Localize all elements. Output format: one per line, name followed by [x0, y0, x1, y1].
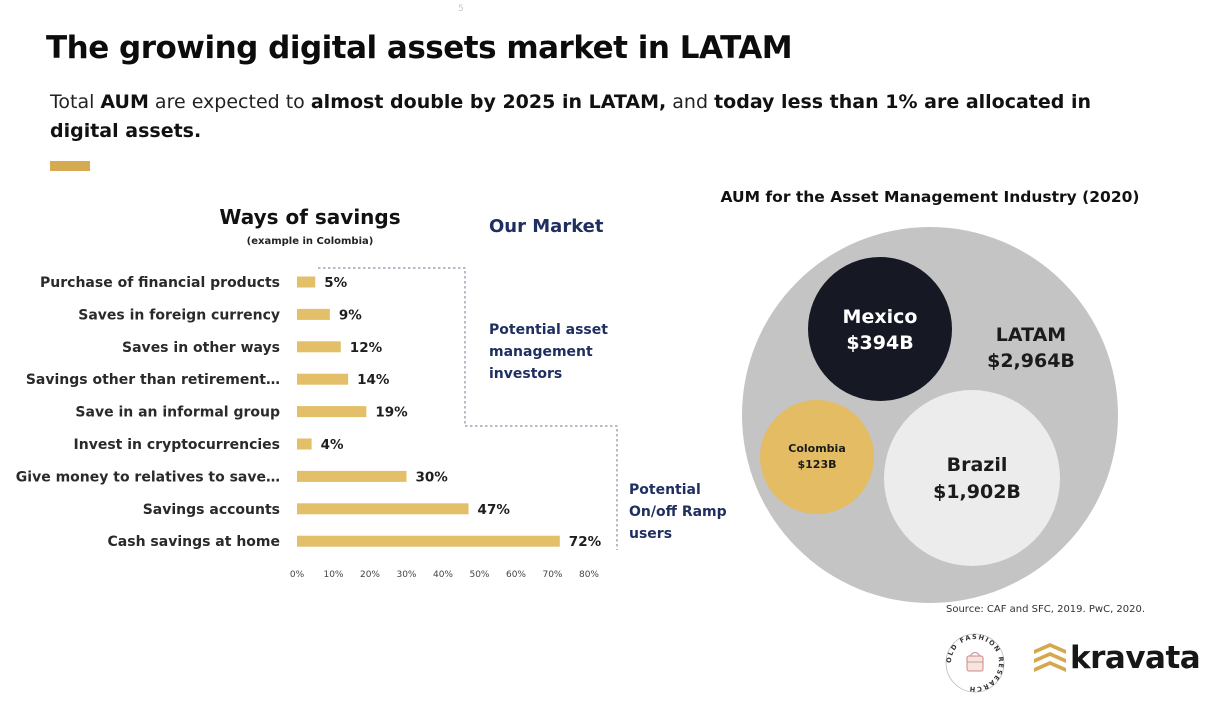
colombia-value: $123B [798, 458, 837, 471]
potential-onoff-ramp-label: Potential On/off Ramp users [629, 482, 727, 542]
x-tick-label: 70% [542, 570, 562, 580]
value-label: 12% [350, 340, 383, 356]
market-boundary-line [318, 267, 618, 550]
x-tick-label: 50% [469, 570, 489, 580]
kravata-logo-icon [1034, 643, 1066, 672]
bar-5 [297, 438, 312, 450]
latam-value: $2,964B [987, 350, 1075, 372]
accent-bar [50, 161, 90, 171]
value-label: 14% [357, 372, 390, 388]
category-label: Saves in other ways [122, 340, 280, 356]
category-label: Savings other than retirement… [26, 372, 280, 388]
category-label: Cash savings at home [108, 534, 280, 550]
x-tick-label: 30% [396, 570, 416, 580]
aum-bubble-chart: LATAM $2,964B Mexico $394B Brazil $1,902… [742, 227, 1118, 603]
value-label: 9% [339, 307, 362, 323]
bar-8 [297, 535, 560, 547]
x-tick-label: 10% [323, 570, 343, 580]
latam-name: LATAM [996, 324, 1066, 346]
colombia-bubble [760, 400, 874, 514]
potential-asset-management-label: Potential asset management investors [489, 322, 608, 382]
subtitle-text-1: Total [50, 91, 101, 113]
subtitle-bold-allocated: today less than 1% are allocated in digi… [50, 91, 1092, 142]
bubble-chart-title: AUM for the Asset Management Industry (2… [720, 188, 1140, 206]
bar-2 [297, 341, 341, 353]
category-label: Give money to relatives to save… [16, 469, 280, 485]
mexico-bubble [808, 257, 952, 401]
value-label: 19% [375, 405, 408, 421]
bar-3 [297, 373, 349, 385]
subtitle-text-3: and [666, 91, 715, 113]
value-label: 5% [324, 275, 347, 291]
category-label: Invest in cryptocurrencies [74, 437, 280, 453]
brazil-name: Brazil [947, 454, 1008, 476]
category-label: Savings accounts [143, 502, 280, 518]
bar-chart-title: Ways of savings [219, 205, 401, 229]
old-fashion-research-logo: OLD FASHION RESEARCH [945, 633, 1005, 693]
x-tick-label: 20% [360, 570, 380, 580]
subtitle-text-2: are expected to [148, 91, 311, 113]
x-tick-label: 40% [433, 570, 453, 580]
category-label: Save in an informal group [75, 405, 280, 421]
brazil-bubble [884, 390, 1060, 566]
our-market-label: Our Market [489, 216, 604, 237]
brazil-value: $1,902B [933, 481, 1021, 503]
page-number: 5 [458, 4, 464, 14]
subtitle-bold-double: almost double by 2025 in LATAM, [310, 91, 667, 113]
bar-chart-subtitle: (example in Colombia) [246, 236, 374, 247]
colombia-name: Colombia [788, 442, 846, 455]
bar-4 [297, 406, 367, 418]
page-title: The growing digital assets market in LAT… [46, 30, 793, 66]
kravata-wordmark: kravata [1070, 640, 1201, 676]
bar-0 [297, 276, 316, 288]
category-label: Purchase of financial products [40, 275, 280, 291]
bar-6 [297, 470, 407, 482]
x-tick-label: 80% [579, 570, 599, 580]
source-note: Source: CAF and SFC, 2019. PwC, 2020. [946, 604, 1146, 615]
x-tick-label: 0% [290, 570, 305, 580]
page-subtitle: Total AUM are expected to almost double … [50, 88, 1160, 146]
value-label: 72% [569, 534, 602, 550]
savings-bar-chart: Purchase of financial products 5% Saves in… [16, 267, 618, 580]
value-label: 30% [416, 469, 449, 485]
bar-1 [297, 308, 330, 320]
subtitle-bold-aum: AUM [100, 91, 149, 113]
mexico-name: Mexico [843, 306, 918, 328]
bar-7 [297, 503, 469, 515]
mexico-value: $394B [846, 332, 913, 354]
value-label: 4% [321, 437, 344, 453]
value-label: 47% [478, 502, 511, 518]
x-tick-label: 60% [506, 570, 526, 580]
category-label: Saves in foreign currency [78, 307, 280, 323]
